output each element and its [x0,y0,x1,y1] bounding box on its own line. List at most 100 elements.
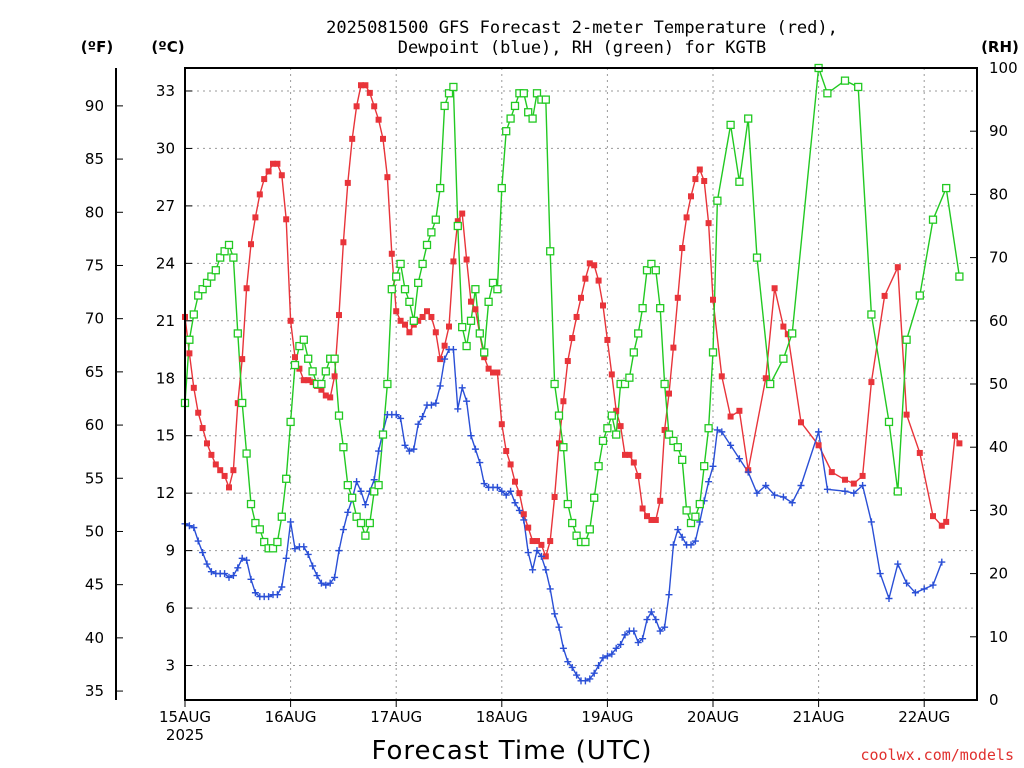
rh-point [550,379,559,389]
rh-point [955,272,964,281]
rh-point [356,518,366,528]
dewpoint-point [612,644,620,652]
rh-point [409,316,418,325]
fahrenheit-tick-label: 45 [85,576,104,594]
temperature-point [243,285,250,292]
rh-point [365,518,374,528]
temperature-point [529,538,536,545]
fahrenheit-tick-label: 35 [85,682,104,700]
dewpoint-point [304,550,312,558]
rh-tick-label: 10 [989,628,1008,646]
x-tick-label: 17AUG [370,708,422,726]
credit-text: coolwx.com/models [860,746,1014,764]
rh-point [928,215,938,224]
celsius-tick-label: 9 [165,542,175,560]
dewpoint-point [449,346,457,354]
rh-point [361,531,370,540]
temperature-point [916,449,923,456]
rh-point [185,335,194,344]
celsius-tick-label: 6 [165,599,175,617]
dewpoint-point [652,616,660,624]
temperature-point [318,386,325,393]
dewpoint-point [471,445,479,453]
rh-point [352,512,361,521]
celsius-axis-unit: (ºC) [151,38,184,56]
temperature-point [617,423,624,430]
rh-point [840,76,850,85]
temperature-point [582,275,589,282]
fahrenheit-tick-label: 70 [85,310,104,328]
dewpoint-point [691,537,699,545]
temperature-point [366,89,373,96]
rh-point [378,430,388,439]
dewpoint-point [322,581,330,589]
temperature-point [441,342,448,349]
dewpoint-point [427,401,435,409]
temperature-point [542,553,549,560]
temperature-point [190,384,197,391]
dewpoint-point [661,623,669,631]
dewpoint-point [568,663,576,671]
dewpoint-point [841,487,849,495]
rh-point [462,341,471,351]
rh-point [700,462,709,471]
rh-tick-label: 30 [989,501,1008,519]
rh-point [427,228,436,237]
temperature-point [336,312,342,319]
temperature-point [943,518,950,525]
rh-point [343,480,352,490]
dewpoint-point [718,428,726,436]
rh-point [277,512,286,521]
dewpoint-point [903,579,911,587]
temperature-point [512,478,518,485]
rh-point [528,114,537,123]
rh-point [660,379,669,389]
dewpoint-point [859,482,867,490]
chart-title-line-1: 2025081500 GFS Forecast 2-meter Temperat… [326,18,838,38]
rh-point [620,379,630,389]
dewpoint-point [251,589,259,597]
temperature-point [648,516,655,523]
dewpoint-point [735,455,743,463]
temperature-point [309,379,316,386]
rh-point [581,537,590,547]
dewpoint-point [243,556,251,564]
rh-point [207,272,216,281]
dewpoint-point [309,562,317,570]
dewpoint-point [194,537,202,545]
rh-point [752,253,762,262]
dewpoint-point [207,568,215,576]
temperature-point [195,409,202,416]
temperature-point [525,524,532,531]
temperature-point [428,313,435,320]
dewpoint-point [639,635,647,643]
fahrenheit-tick-label: 60 [85,416,104,434]
fahrenheit-tick-label: 80 [85,203,104,221]
dewpoint-point [546,585,554,593]
dewpoint-point [493,483,501,491]
dewpoint-point [709,462,717,470]
temperature-point [300,377,307,384]
dewpoint-point [674,526,682,534]
dewpoint-point [361,501,369,509]
dewpoint-point [467,432,475,440]
dewpoint-point [705,478,713,486]
rh-point [726,120,735,130]
dewpoint-point [313,572,321,580]
dewpoint-point [480,480,488,488]
dewpoint-point [529,566,537,574]
x-tick-label: 19AUG [581,708,633,726]
temperature-point [626,451,633,458]
temperature-point [613,407,620,414]
rh-point [242,449,251,458]
temperature-point [784,331,791,338]
dewpoint-point [498,487,506,495]
dewpoint-point [203,560,211,568]
temperature-point [952,432,958,439]
rh-point [854,82,863,92]
rh-point [449,82,458,92]
rh-point [915,291,924,300]
rh-point [590,493,599,502]
dewpoint-point [221,570,229,578]
celsius-tick-label: 18 [156,369,175,387]
